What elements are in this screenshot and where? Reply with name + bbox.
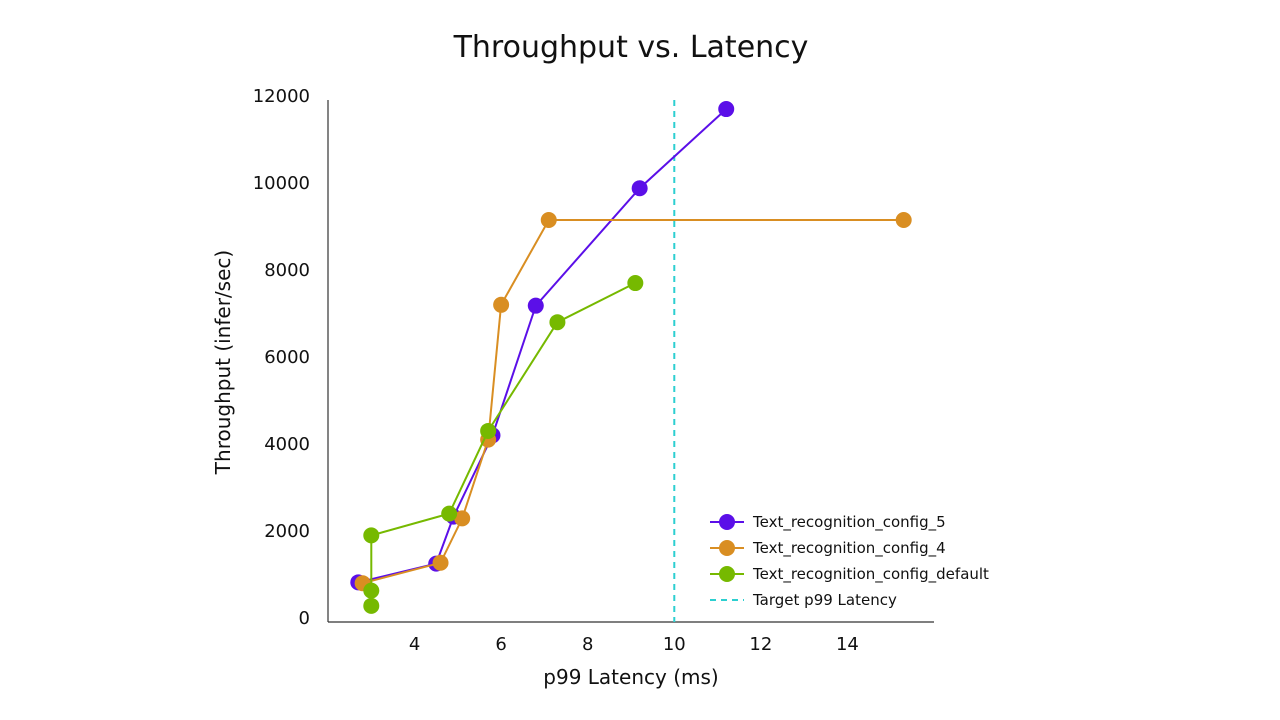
axes [327, 100, 934, 623]
ticks: 0 2000 4000 6000 8000 10000 12000 4 6 8 10 12 14 [253, 86, 859, 655]
legend-label: Text_recognition_config_default [752, 565, 989, 584]
legend-label: Text_recognition_config_4 [752, 539, 946, 558]
data-point [627, 275, 644, 292]
data-point [540, 211, 557, 228]
x-axis-label: p99 Latency (ms) [543, 665, 718, 689]
data-point [718, 101, 735, 118]
data-point [363, 582, 380, 599]
y-tick-label: 12000 [253, 86, 310, 107]
data-point [363, 527, 380, 544]
x-tick-label: 14 [836, 634, 859, 655]
legend-item: Text_recognition_config_4 [710, 539, 946, 558]
y-axis-label: Throughput (infer/sec) [211, 250, 235, 475]
data-point [493, 296, 510, 313]
y-tick-label: 10000 [253, 173, 310, 194]
data-point [631, 180, 648, 197]
x-tick-label: 6 [495, 634, 506, 655]
y-tick-label: 4000 [264, 434, 310, 455]
data-point [454, 510, 471, 527]
y-tick-label: 6000 [264, 347, 310, 368]
x-tick-label: 8 [582, 634, 593, 655]
legend-marker [719, 514, 735, 530]
x-tick-label: 12 [749, 634, 772, 655]
legend-label: Target p99 Latency [752, 591, 897, 609]
x-tick-label: 10 [663, 634, 686, 655]
legend-marker [719, 540, 735, 556]
legend: Text_recognition_config_5 Text_recognitio… [710, 513, 989, 609]
legend-item: Text_recognition_config_5 [710, 513, 946, 532]
data-point [549, 314, 566, 331]
series-layer [350, 101, 912, 614]
data-point [432, 554, 449, 571]
x-tick-label: 4 [409, 634, 420, 655]
legend-item: Target p99 Latency [710, 591, 897, 609]
chart-title: Throughput vs. Latency [453, 30, 809, 65]
y-tick-label: 2000 [264, 521, 310, 542]
legend-label: Text_recognition_config_5 [752, 513, 946, 532]
data-point [527, 297, 544, 314]
y-tick-label: 8000 [264, 260, 310, 281]
y-tick-label: 0 [299, 608, 310, 629]
series-line [370, 282, 636, 606]
data-point [895, 211, 912, 228]
series-3 [363, 275, 644, 614]
data-point [480, 422, 497, 439]
legend-item: Text_recognition_config_default [710, 565, 989, 584]
series-2 [354, 211, 912, 592]
legend-marker [719, 566, 735, 582]
data-point [441, 505, 458, 522]
data-point [363, 597, 380, 614]
